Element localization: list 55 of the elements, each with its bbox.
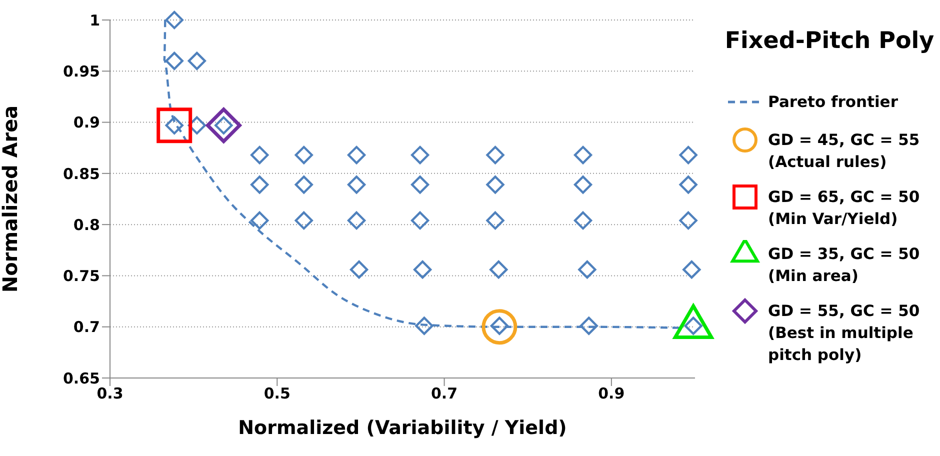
y-tick-label: 0.9	[73, 114, 100, 132]
point	[156, 108, 192, 144]
point	[347, 146, 366, 164]
point	[165, 10, 184, 30]
point	[574, 211, 592, 230]
point	[580, 316, 598, 335]
point	[188, 52, 206, 70]
legend-label: GD = 35, GC = 50 (Min area)	[768, 244, 921, 287]
point	[294, 211, 313, 230]
x-axis-title: Normalized (Variability / Yield)	[238, 417, 567, 439]
y-tick-label: 0.85	[62, 164, 100, 183]
point	[490, 260, 508, 279]
legend-label: GD = 65, GC = 50 (Min Var/Yield)	[768, 187, 921, 230]
point	[347, 211, 366, 230]
point	[486, 146, 504, 164]
point	[679, 146, 698, 164]
y-tick-label: 1	[90, 11, 100, 30]
x-tick-label: 0.7	[430, 384, 458, 403]
point	[574, 146, 592, 164]
point	[413, 260, 432, 279]
point	[250, 211, 269, 230]
point	[679, 211, 698, 230]
point	[415, 316, 434, 335]
y-tick-label: 0.65	[62, 369, 100, 388]
legend-label: GD = 45, GC = 55 (Actual rules)	[768, 130, 921, 173]
y-axis-title: Normalized Area	[0, 105, 22, 293]
point	[347, 176, 366, 194]
point	[486, 211, 504, 230]
point	[679, 176, 698, 194]
point	[350, 260, 368, 279]
point	[486, 176, 504, 194]
y-tick-label: 0.8	[73, 216, 100, 234]
text: Fixed-Pitch Poly	[724, 28, 936, 54]
y-tick-label: 0.75	[62, 267, 100, 286]
point	[294, 176, 313, 194]
y-tick-label: 0.7	[73, 318, 100, 336]
point	[410, 176, 430, 194]
point	[206, 108, 242, 144]
point	[250, 146, 269, 164]
point	[165, 52, 184, 70]
legend-label: Pareto frontier	[768, 92, 899, 113]
x-tick-label: 0.9	[598, 384, 625, 403]
legend-label: GD = 55, GC = 50 (Best in multiple pitch poly)	[768, 301, 921, 366]
x-tick-label: 0.3	[96, 384, 124, 403]
y-tick-label: 0.95	[62, 62, 100, 80]
point	[250, 176, 269, 194]
point	[410, 146, 430, 164]
point	[410, 211, 430, 230]
point	[574, 176, 592, 194]
point	[188, 116, 206, 134]
point	[482, 309, 518, 345]
point	[578, 260, 596, 279]
point	[294, 146, 313, 164]
point	[682, 260, 701, 279]
x-tick-label: 0.5	[264, 384, 290, 403]
